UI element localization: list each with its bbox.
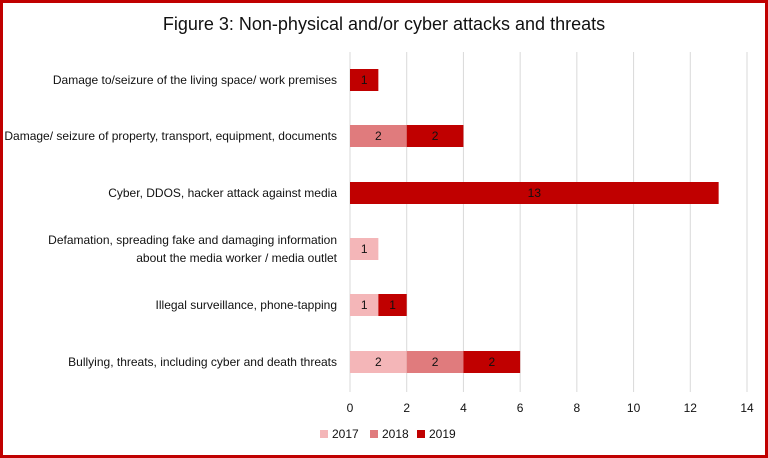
legend-swatch — [417, 430, 425, 438]
category-label: Illegal surveillance, phone-tapping — [156, 298, 337, 312]
category-label: Damage to/seizure of the living space/ w… — [53, 73, 337, 87]
data-label: 1 — [361, 242, 368, 256]
legend: 2017 2018 2019 — [320, 427, 456, 441]
x-tick-label: 6 — [517, 401, 524, 415]
data-label: 2 — [432, 129, 439, 143]
data-label: 2 — [375, 129, 382, 143]
x-tick-label: 12 — [684, 401, 698, 415]
category-label: Bullying, threats, including cyber and d… — [68, 355, 337, 369]
bar-segment — [463, 351, 521, 373]
x-tick-label: 14 — [740, 401, 754, 415]
bar-segment — [350, 125, 407, 147]
bar-segment — [378, 294, 407, 316]
data-label: 1 — [389, 298, 396, 312]
category-label: Damage/ seizure of property, transport, … — [4, 129, 337, 143]
data-label: 2 — [432, 355, 439, 369]
x-axis-ticks: 0 2 4 6 8 10 12 14 — [347, 401, 754, 415]
category-label: Cyber, DDOS, hacker attack against media — [108, 186, 337, 200]
legend-swatch — [370, 430, 378, 438]
x-tick-label: 10 — [627, 401, 641, 415]
legend-label: 2018 — [382, 427, 409, 441]
data-label: 1 — [361, 298, 368, 312]
x-tick-label: 0 — [347, 401, 354, 415]
bar-segment — [406, 351, 464, 373]
legend-label: 2017 — [332, 427, 359, 441]
bar-segment — [406, 125, 464, 147]
category-labels: Damage to/seizure of the living space/ w… — [4, 73, 337, 369]
bar-segment — [350, 69, 379, 91]
data-labels: 1 2 2 13 1 1 1 2 2 2 — [361, 73, 541, 369]
x-tick-label: 2 — [403, 401, 410, 415]
bars — [350, 69, 719, 373]
bar-segment — [350, 238, 379, 260]
bar-segment — [350, 294, 379, 316]
x-tick-label: 8 — [574, 401, 581, 415]
gridlines — [349, 52, 748, 392]
bar-segment — [350, 182, 719, 204]
data-label: 1 — [361, 73, 368, 87]
chart-title: Figure 3: Non-physical and/or cyber atta… — [163, 14, 605, 34]
category-label: Defamation, spreading fake and damaging … — [48, 233, 338, 265]
legend-label: 2019 — [429, 427, 456, 441]
data-label: 2 — [375, 355, 382, 369]
bar-segment — [350, 351, 407, 373]
x-tick-label: 4 — [460, 401, 467, 415]
data-label: 2 — [488, 355, 495, 369]
data-label: 13 — [528, 186, 542, 200]
legend-swatch — [320, 430, 328, 438]
